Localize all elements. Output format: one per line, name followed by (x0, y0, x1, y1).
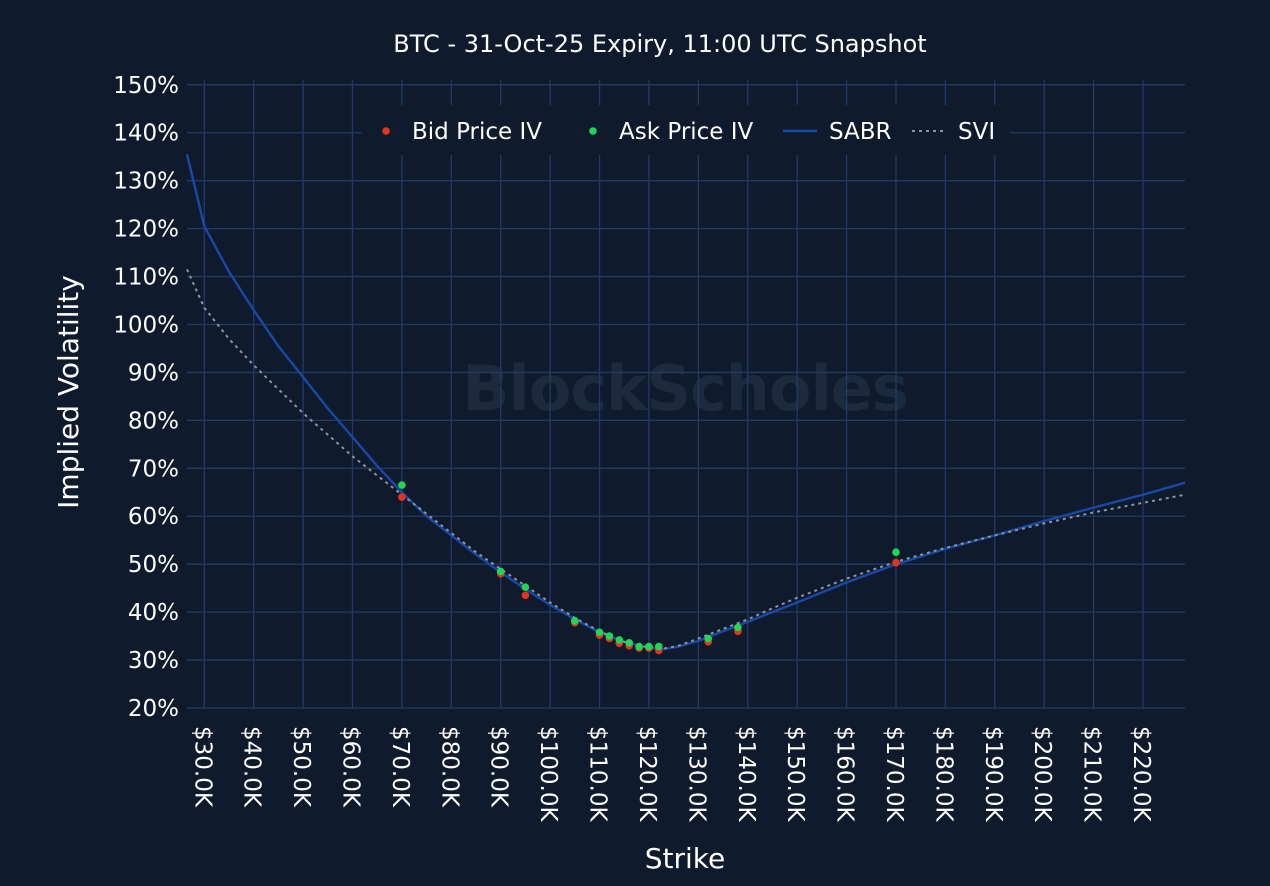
chart-title: BTC - 31-Oct-25 Expiry, 11:00 UTC Snapsh… (393, 30, 926, 58)
x-tick-label: $130.0K (683, 726, 709, 822)
ask-price-iv-point (892, 548, 900, 556)
x-tick-label: $200.0K (1029, 726, 1055, 822)
x-tick-label: $80.0K (436, 726, 462, 808)
y-tick-label: 130% (113, 169, 179, 195)
ask-price-iv-point (625, 639, 633, 647)
x-tick-label: $90.0K (486, 726, 512, 808)
ask-price-iv-point (571, 617, 579, 625)
series-layer (185, 154, 1186, 655)
y-tick-label: 40% (128, 600, 179, 626)
ask-price-iv-point (734, 623, 742, 632)
ask-price-iv-point (704, 634, 712, 643)
y-tick-label: 30% (128, 648, 179, 674)
x-tick-label: $180.0K (930, 726, 956, 822)
legend-svi-label: SVI (958, 119, 995, 145)
ask-price-iv-point (521, 583, 530, 591)
bid-price-iv-point (521, 591, 530, 600)
ask-price-iv-point (655, 642, 663, 651)
y-axis-label: Implied Volatility (52, 275, 85, 509)
watermark: BlockScholes (462, 352, 907, 425)
x-tick-label: $50.0K (288, 726, 314, 808)
legend-ask-price-iv-label: Ask Price IV (619, 119, 754, 145)
ask-price-iv-point (595, 628, 604, 637)
ask-price-iv-point (645, 642, 653, 651)
x-tick-label: $100.0K (535, 726, 561, 822)
x-tick-label: $70.0K (387, 726, 413, 808)
x-tick-label: $40.0K (239, 726, 265, 808)
x-tick-label: $160.0K (832, 726, 858, 822)
x-tick-label: $220.0K (1128, 726, 1154, 822)
ask-price-iv-point (398, 481, 406, 489)
y-tick-label: 80% (128, 408, 179, 434)
x-tick-label: $30.0K (189, 726, 215, 808)
ask-price-iv-point (635, 642, 643, 651)
x-tick-label: $110.0K (585, 726, 611, 822)
y-tick-label: 60% (128, 504, 179, 530)
legend-bid-price-iv-label: Bid Price IV (412, 119, 542, 145)
y-axis-ticks: 20% 30% 40% 50% 60% 70% 80% 90% 100% 110% 120% 130%… (113, 73, 179, 722)
legend-ask-price-iv-marker (589, 127, 597, 135)
y-tick-label: 110% (113, 265, 179, 291)
x-tick-label: $140.0K (733, 726, 759, 822)
bid-price-iv-point (398, 493, 406, 501)
legend: Bid Price IV Ask Price IV SABR SVI (362, 105, 1010, 155)
y-tick-label: 90% (128, 360, 179, 386)
x-tick-label: $150.0K (782, 726, 808, 822)
x-axis-label: Strike (645, 842, 726, 875)
ask-price-iv-point (605, 632, 614, 640)
y-tick-label: 70% (128, 456, 179, 482)
ask-price-iv-point (496, 567, 505, 576)
legend-bid-price-iv-marker (382, 127, 390, 135)
bid-price-iv-point (892, 558, 900, 567)
x-tick-label: $210.0K (1079, 726, 1105, 822)
x-tick-label: $190.0K (980, 726, 1006, 822)
y-tick-label: 150% (113, 73, 179, 99)
legend-sabr-label: SABR (829, 119, 892, 145)
y-tick-label: 100% (113, 312, 179, 338)
y-tick-label: 50% (128, 552, 179, 578)
y-tick-label: 20% (128, 696, 179, 722)
x-tick-label: $120.0K (634, 726, 660, 822)
svi-line (186, 268, 1186, 650)
y-tick-label: 120% (113, 217, 179, 243)
x-tick-label: $60.0K (338, 726, 364, 808)
legend-background (362, 105, 1010, 155)
ask-price-iv-point (615, 636, 624, 644)
x-axis-ticks: $30.0K $40.0K $50.0K $60.0K $70.0K $80.0K $90.… (189, 726, 1154, 822)
x-tick-label: $170.0K (881, 726, 907, 822)
y-tick-label: 140% (113, 121, 179, 147)
